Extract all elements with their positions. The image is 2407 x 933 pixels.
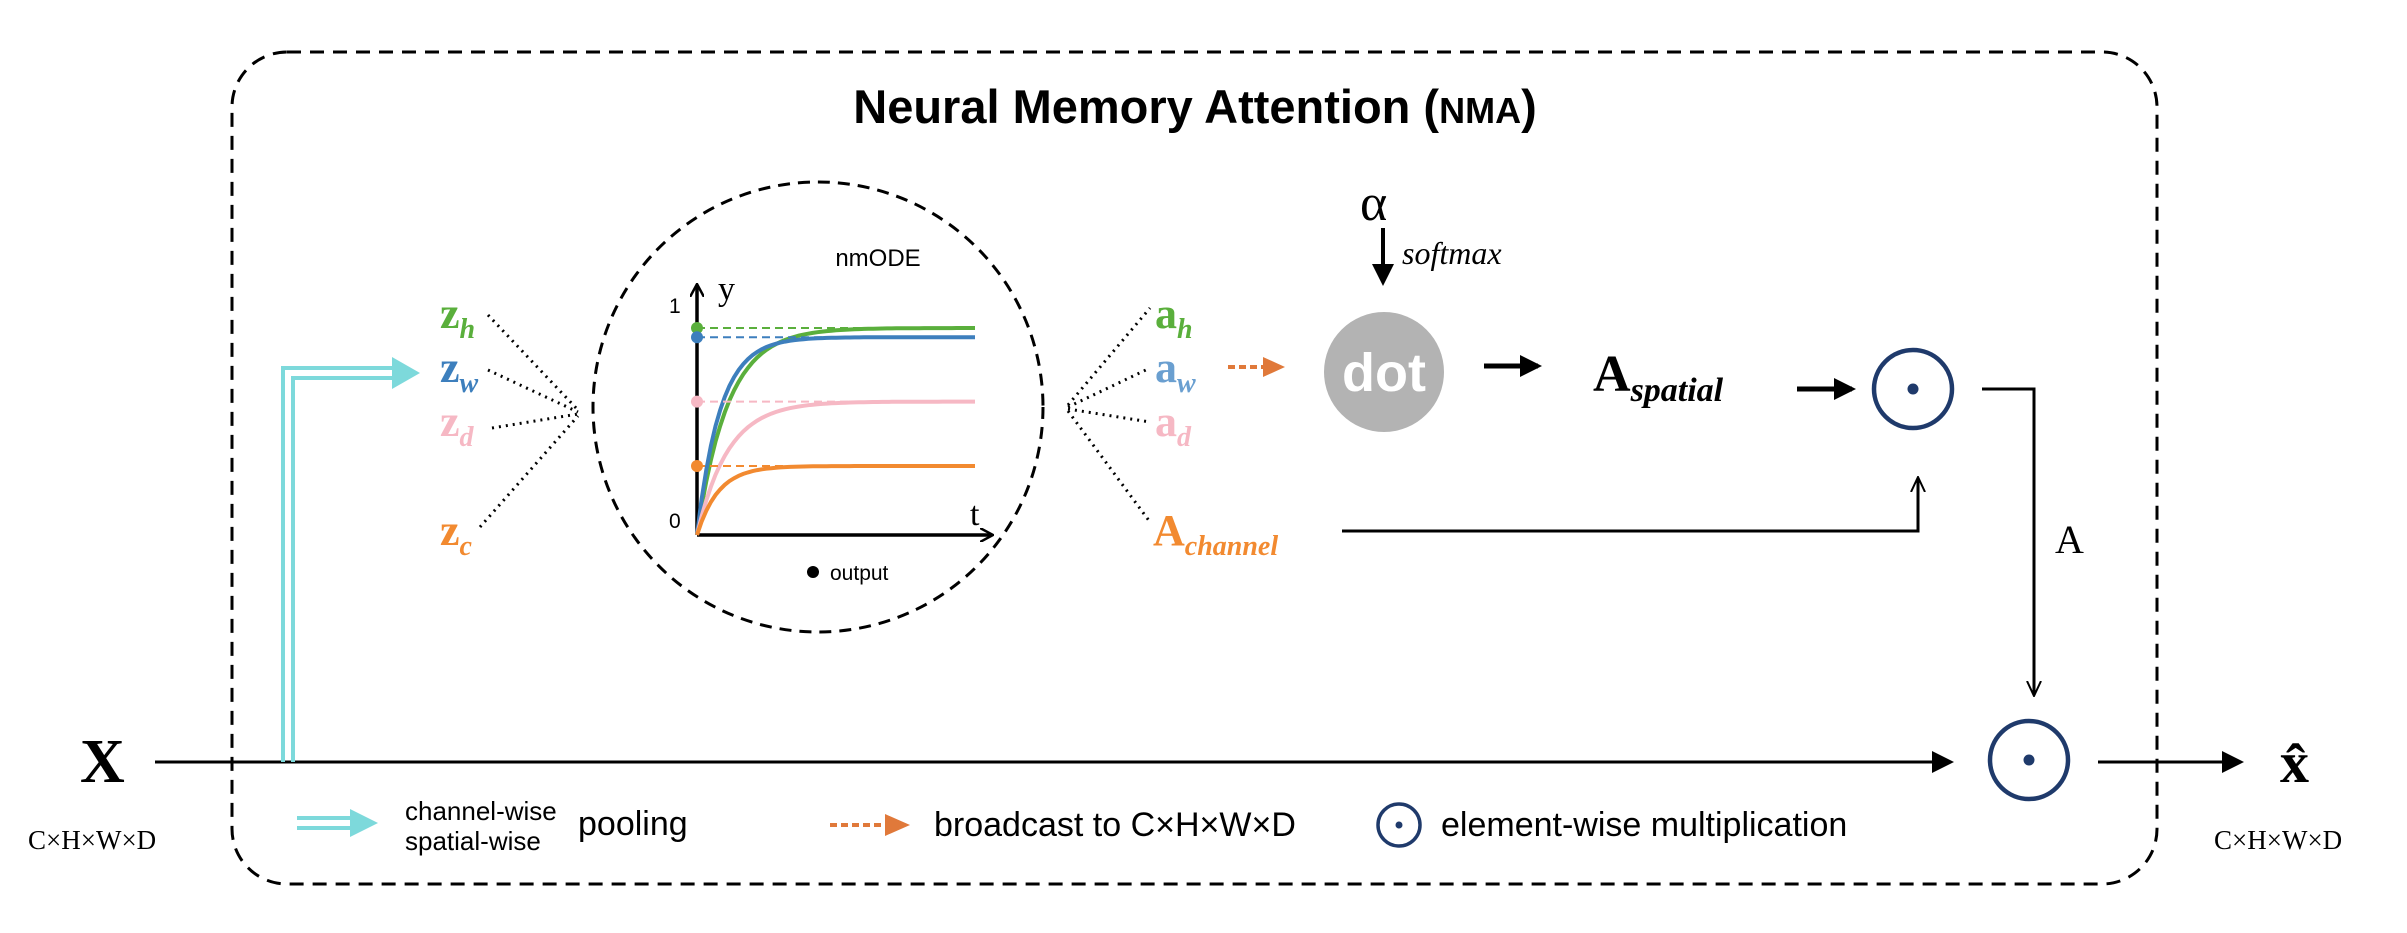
nmode-label: nmODE <box>835 245 920 272</box>
origin-label: 0 <box>669 510 681 533</box>
softmax-label: softmax <box>1402 235 1502 271</box>
attention-to-output-arrow <box>1982 387 2034 695</box>
nmode-to-a-connectors <box>1066 307 1152 523</box>
achannel-to-odot-arrow <box>1342 478 1918 533</box>
output-odot-dot <box>2023 754 2035 766</box>
curve-c <box>695 464 975 536</box>
z-h-label: zh <box>440 289 475 345</box>
z-w-label: zw <box>440 343 479 399</box>
output-legend-label: output <box>830 562 889 585</box>
legend-elementwise-label: element-wise multiplication <box>1441 806 1847 844</box>
input-dims: C×H×W×D <box>28 825 156 855</box>
title-main: Neural Memory Attention ( <box>853 80 1439 133</box>
output-point-h <box>691 322 703 334</box>
title-abbr: NMA <box>1439 90 1521 131</box>
y-tick-1: 1 <box>669 295 681 318</box>
output-point-w <box>691 331 703 344</box>
module-title: Neural Memory Attention (NMA) <box>853 80 1536 133</box>
legend-broadcast-label: broadcast to C×H×W×D <box>934 806 1296 844</box>
title-close: ) <box>1521 80 1537 133</box>
a-channel-label: Achannel <box>1153 506 1278 562</box>
a-d-label: ad <box>1155 397 1192 453</box>
legend-pooling-icon <box>297 816 355 830</box>
dot-product-node <box>1324 312 1444 432</box>
z-d-label: zd <box>440 397 475 453</box>
z-c-label: zc <box>440 506 473 562</box>
dot-label: dot <box>1342 343 1426 403</box>
legend-odot-dot <box>1395 821 1403 829</box>
curve-w <box>695 335 975 536</box>
output-point-d <box>691 395 703 408</box>
legend-pooling-line2: spatial-wise <box>405 826 541 856</box>
a-spatial-label: Aspatial <box>1593 346 1724 409</box>
a-labels: ah aw ad Achannel <box>1153 289 1278 562</box>
output-dims: C×H×W×D <box>2214 825 2342 855</box>
curve-h <box>695 326 975 536</box>
broadcast-arrow-head <box>1263 357 1285 377</box>
x-axis-label: t <box>970 496 980 533</box>
a-w-label: aw <box>1155 343 1196 399</box>
legend-pooling-word: pooling <box>578 805 688 843</box>
legend-pooling-line1: channel-wise <box>405 796 557 826</box>
spatial-odot-dot <box>1907 383 1919 395</box>
z-to-nmode-connectors <box>478 313 580 528</box>
legend-pooling-arrow-head <box>350 809 378 837</box>
attention-edge-label: A <box>2055 517 2084 562</box>
curve-d <box>695 399 975 536</box>
a-h-label: ah <box>1155 289 1193 345</box>
output-point-c <box>691 460 703 472</box>
output-legend-dot <box>807 566 819 578</box>
output-symbol: x̂ <box>2280 730 2309 795</box>
pooling-arrow <box>281 366 400 762</box>
z-labels: zh zw zd zc <box>440 289 479 562</box>
alpha-symbol: α <box>1360 175 1387 232</box>
pooling-arrow-head <box>392 357 420 389</box>
nma-module-boundary <box>230 50 2159 886</box>
legend-broadcast-arrow-head <box>885 814 910 836</box>
nmode-boundary <box>591 180 1045 634</box>
legend: channel-wise spatial-wise pooling broadc… <box>297 796 1847 856</box>
y-axis-label: y <box>718 271 735 308</box>
nmode-curves <box>691 322 975 536</box>
input-symbol: X <box>80 728 125 796</box>
